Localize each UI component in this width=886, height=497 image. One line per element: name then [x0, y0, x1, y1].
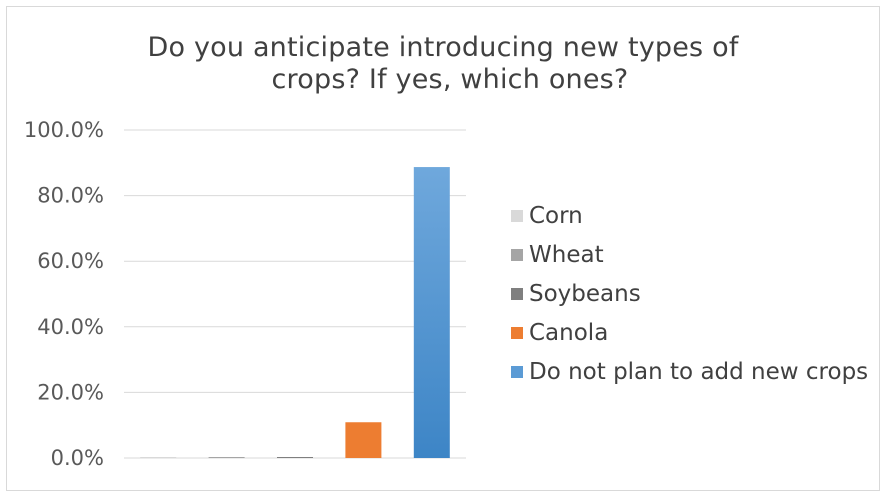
legend-label: Do not plan to add new crops	[529, 358, 869, 385]
bar-soybeans	[277, 457, 313, 458]
legend-item: Canola	[511, 313, 868, 352]
legend-swatch	[511, 326, 523, 339]
y-tick-label: 0.0%	[51, 446, 104, 470]
legend-swatch	[511, 365, 523, 378]
y-tick-label: 100.0%	[24, 118, 104, 142]
legend-item: Corn	[511, 196, 868, 235]
legend-label: Corn	[529, 202, 583, 229]
legend-swatch	[511, 209, 523, 222]
chart-title-line-1: Do you anticipate introducing new types …	[147, 32, 739, 63]
legend-label: Soybeans	[529, 280, 641, 307]
y-tick-label: 20.0%	[37, 380, 104, 404]
y-tick-label: 40.0%	[37, 315, 104, 339]
bar-do-not-plan-to-add-new-crops	[413, 167, 450, 458]
legend-label: Wheat	[529, 241, 604, 268]
y-tick-label: 60.0%	[37, 249, 104, 273]
legend-item: Soybeans	[511, 274, 868, 313]
y-tick-label: 80.0%	[37, 184, 104, 208]
bar-corn	[140, 457, 177, 458]
legend-item: Do not plan to add new crops	[511, 352, 868, 391]
legend-label: Canola	[529, 319, 609, 346]
chart-title-line-2: crops? If yes, which ones?	[271, 64, 629, 95]
chart-legend: Corn Wheat Soybeans Canola Do not plan to ad…	[511, 196, 868, 391]
legend-swatch	[511, 248, 523, 261]
legend-swatch	[511, 287, 523, 300]
legend-item: Wheat	[511, 235, 868, 274]
bar-canola	[345, 422, 382, 458]
bar-wheat	[208, 457, 245, 458]
